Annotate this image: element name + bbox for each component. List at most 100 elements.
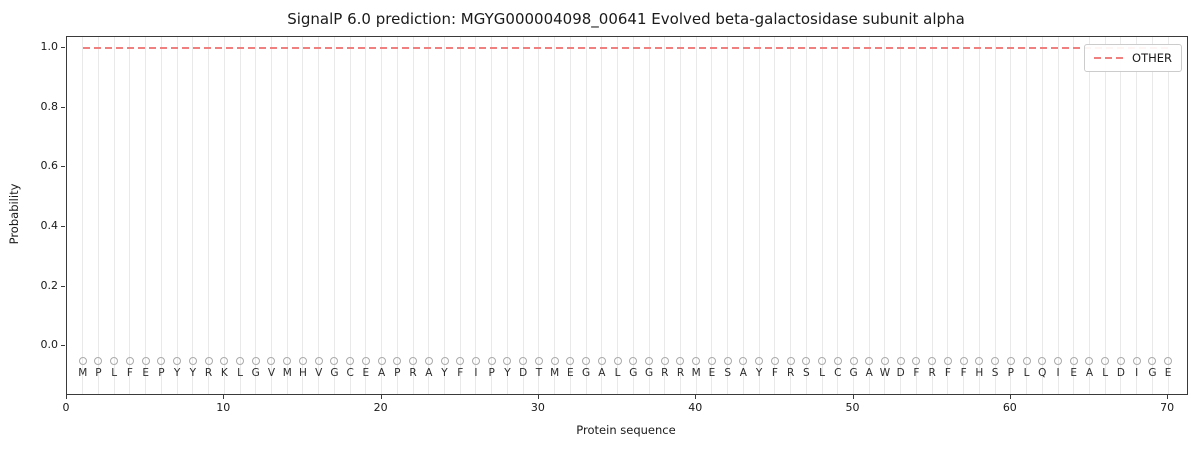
residue-marker <box>613 357 622 366</box>
residue-marker <box>582 357 591 366</box>
residue-gridline <box>192 37 194 394</box>
residue-marker <box>346 357 355 366</box>
residue-gridline <box>1088 37 1090 394</box>
residue-letter: L <box>614 367 621 380</box>
x-tick-label: 60 <box>1002 401 1017 414</box>
residue-gridline <box>270 37 272 394</box>
y-axis-label: Probability <box>7 183 21 245</box>
residue-marker <box>896 357 905 366</box>
residue-marker <box>393 357 402 366</box>
residue-letter: Q <box>1038 367 1047 380</box>
y-tick-label: 1.0 <box>40 40 59 54</box>
x-tick-mark <box>66 395 67 399</box>
residue-gridline <box>963 37 965 394</box>
residue-marker <box>141 357 150 366</box>
residue-marker <box>849 357 858 366</box>
residue-letter: P <box>95 367 102 380</box>
residue-marker <box>1101 357 1110 366</box>
residue-letter: E <box>1164 367 1172 380</box>
residue-marker <box>1132 357 1141 366</box>
residue-gridline <box>176 37 178 394</box>
residue-marker <box>1069 357 1078 366</box>
residue-gridline <box>664 37 666 394</box>
residue-letter: V <box>315 367 323 380</box>
residue-gridline <box>679 37 681 394</box>
residue-marker <box>959 357 968 366</box>
residue-marker <box>283 357 292 366</box>
residue-marker <box>534 357 543 366</box>
residue-gridline <box>931 37 933 394</box>
residue-gridline <box>900 37 902 394</box>
residue-letter: A <box>865 367 873 380</box>
residue-gridline <box>994 37 996 394</box>
residue-gridline <box>554 37 556 394</box>
residue-letter: E <box>1070 367 1078 380</box>
legend-dashed-line-swatch <box>1094 57 1125 59</box>
residue-gridline <box>349 37 351 394</box>
residue-gridline <box>1057 37 1059 394</box>
residue-letter: D <box>896 367 905 380</box>
residue-gridline <box>884 37 886 394</box>
residue-letter: E <box>567 367 574 380</box>
residue-gridline <box>1041 37 1043 394</box>
residue-letter: R <box>676 367 685 380</box>
residue-gridline <box>648 37 650 394</box>
residue-marker <box>188 357 197 366</box>
residue-gridline <box>239 37 241 394</box>
residue-marker <box>786 357 795 366</box>
residue-gridline <box>978 37 980 394</box>
residue-letter: P <box>488 367 495 380</box>
residue-letter: R <box>409 367 417 380</box>
x-tick-label: 10 <box>216 401 231 414</box>
residue-gridline <box>506 37 508 394</box>
residue-letter: G <box>629 367 638 380</box>
residue-letter: F <box>771 367 778 380</box>
y-tick-mark <box>61 166 65 168</box>
residue-letter: F <box>126 367 133 380</box>
residue-letter: A <box>739 367 747 380</box>
y-tick-label: 0.4 <box>40 218 59 232</box>
residue-marker <box>707 357 716 366</box>
residue-gridline <box>1104 37 1106 394</box>
residue-letter: Y <box>504 367 511 380</box>
x-axis-label: Protein sequence <box>576 423 676 437</box>
residue-marker <box>802 357 811 366</box>
residue-gridline <box>396 37 398 394</box>
residue-marker <box>645 357 654 366</box>
residue-gridline <box>742 37 744 394</box>
residue-letter: F <box>944 367 951 380</box>
residue-marker <box>833 357 842 366</box>
residue-marker <box>314 357 323 366</box>
residue-gridline <box>774 37 776 394</box>
legend-label-other: OTHER <box>1132 51 1172 65</box>
residue-gridline <box>1167 37 1169 394</box>
residue-letter: L <box>237 367 243 380</box>
residue-letter: R <box>204 367 213 380</box>
residue-marker <box>471 357 480 366</box>
residue-letter: G <box>644 367 654 380</box>
residue-marker <box>298 357 307 366</box>
residue-marker <box>597 357 606 366</box>
residue-gridline <box>1010 37 1012 394</box>
residue-gridline <box>947 37 949 394</box>
x-tick-label: 70 <box>1160 401 1175 414</box>
residue-letter: P <box>158 367 165 380</box>
residue-gridline <box>223 37 225 394</box>
residue-gridline <box>853 37 855 394</box>
x-tick-label: 40 <box>688 401 703 414</box>
residue-letter: F <box>960 367 967 380</box>
residue-marker <box>1006 357 1015 366</box>
residue-letter: Y <box>189 367 197 380</box>
residue-letter: R <box>661 367 669 380</box>
residue-gridline <box>1120 37 1122 394</box>
residue-marker <box>928 357 937 366</box>
residue-gridline <box>569 37 571 394</box>
residue-letter: I <box>474 367 478 380</box>
residue-marker <box>975 357 984 366</box>
residue-marker <box>629 357 638 366</box>
residue-marker <box>251 357 260 366</box>
other-probability-line <box>82 47 1169 50</box>
residue-marker <box>1148 357 1157 366</box>
residue-marker <box>739 357 748 366</box>
